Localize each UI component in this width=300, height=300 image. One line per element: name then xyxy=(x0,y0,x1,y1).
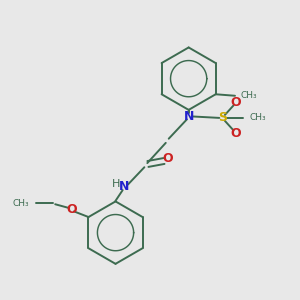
Text: S: S xyxy=(218,111,227,124)
Text: N: N xyxy=(119,180,130,193)
Text: O: O xyxy=(162,152,173,165)
Text: O: O xyxy=(66,203,76,216)
Text: O: O xyxy=(230,96,241,109)
Text: CH₃: CH₃ xyxy=(240,91,257,100)
Text: H: H xyxy=(112,178,120,189)
Text: CH₃: CH₃ xyxy=(250,113,266,122)
Text: N: N xyxy=(184,110,194,123)
Text: CH₃: CH₃ xyxy=(12,199,29,208)
Text: O: O xyxy=(230,127,241,140)
